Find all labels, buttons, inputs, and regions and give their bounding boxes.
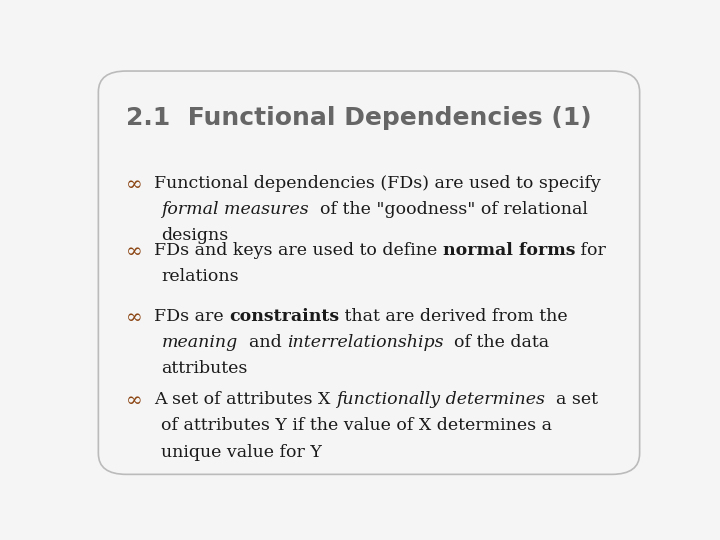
Text: unique value for Y: unique value for Y	[161, 443, 323, 461]
Text: interrelationships: interrelationships	[287, 334, 444, 351]
Text: of the data: of the data	[444, 334, 549, 351]
Text: constraints: constraints	[229, 308, 339, 325]
Text: a set: a set	[545, 391, 598, 408]
Text: 2.1  Functional Dependencies (1): 2.1 Functional Dependencies (1)	[126, 106, 592, 130]
Text: and: and	[238, 334, 287, 351]
Text: of the "goodness" of relational: of the "goodness" of relational	[309, 201, 588, 218]
FancyBboxPatch shape	[99, 71, 639, 474]
Text: attributes: attributes	[161, 360, 248, 377]
Text: ∞: ∞	[126, 241, 143, 260]
Text: that are derived from the: that are derived from the	[339, 308, 568, 325]
Text: Functional dependencies (FDs) are used to specify: Functional dependencies (FDs) are used t…	[154, 175, 601, 192]
Text: designs: designs	[161, 227, 229, 245]
Text: FDs are: FDs are	[154, 308, 229, 325]
Text: FDs and keys are used to define: FDs and keys are used to define	[154, 241, 443, 259]
Text: meaning: meaning	[161, 334, 238, 351]
Text: relations: relations	[161, 268, 239, 285]
Text: A set of attributes X: A set of attributes X	[154, 391, 336, 408]
Text: ∞: ∞	[126, 175, 143, 194]
Text: ∞: ∞	[126, 391, 143, 410]
Text: formal measures: formal measures	[161, 201, 309, 218]
Text: ∞: ∞	[126, 308, 143, 327]
Text: functionally determines: functionally determines	[336, 391, 545, 408]
Text: normal forms: normal forms	[443, 241, 575, 259]
Text: for: for	[575, 241, 606, 259]
Text: of attributes Y if the value of X determines a: of attributes Y if the value of X determ…	[161, 417, 552, 434]
